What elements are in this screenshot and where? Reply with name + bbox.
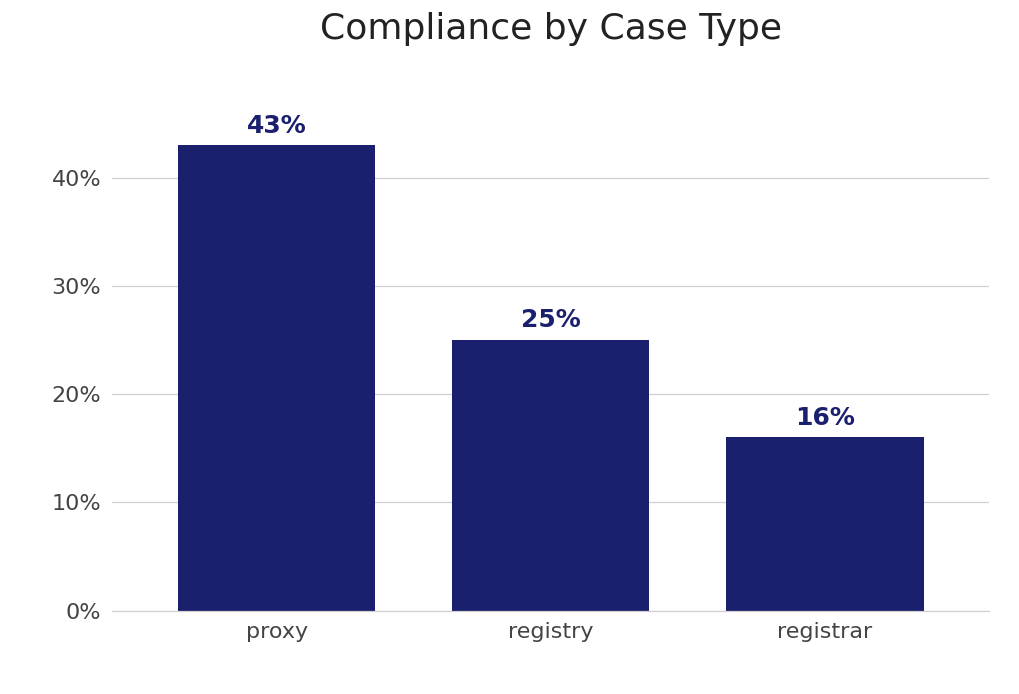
Text: 16%: 16%: [794, 406, 854, 430]
Text: 25%: 25%: [521, 308, 580, 332]
Title: Compliance by Case Type: Compliance by Case Type: [320, 12, 781, 46]
Bar: [451, 340, 649, 611]
Text: 43%: 43%: [247, 114, 307, 137]
Bar: [726, 437, 923, 611]
Bar: [178, 145, 375, 611]
